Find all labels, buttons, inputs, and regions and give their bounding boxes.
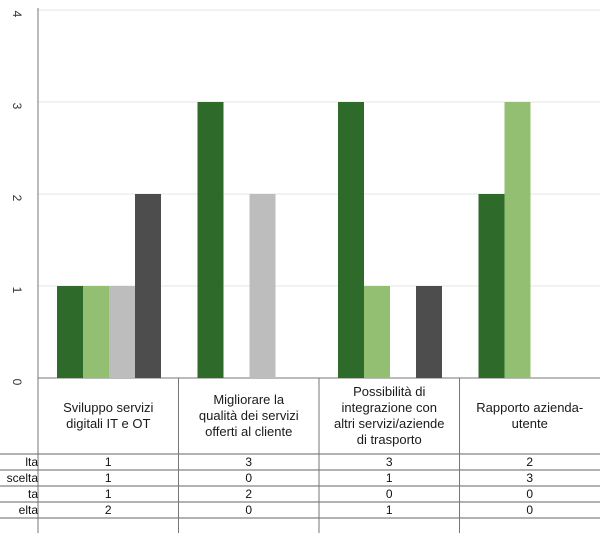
bar — [83, 286, 109, 378]
table-cell: 0 — [526, 487, 534, 501]
y-tick-label: 4 — [10, 11, 24, 18]
table-cell: 3 — [385, 455, 393, 469]
bar — [109, 286, 135, 378]
table-cell: 3 — [526, 471, 534, 485]
bar — [416, 286, 442, 378]
table-row-label: lta — [25, 455, 38, 469]
bar — [364, 286, 390, 378]
table-cell: 1 — [385, 503, 393, 517]
table-cell: 1 — [104, 455, 112, 469]
category-label: Sviluppo servizi digitali IT e OT — [63, 400, 154, 431]
y-tick-label: 2 — [10, 195, 24, 202]
category-label: Rapporto azienda-utente — [476, 400, 584, 431]
bar — [197, 102, 224, 378]
table-cell: 1 — [104, 471, 112, 485]
table-cell: 0 — [526, 503, 534, 517]
y-tick-label: 1 — [10, 287, 24, 294]
y-tick-label: 0 — [10, 379, 24, 386]
bar — [249, 194, 276, 378]
bar — [504, 102, 531, 378]
table-cell: 0 — [385, 487, 393, 501]
table-cell: 2 — [526, 455, 534, 469]
table-row-label: elta — [18, 503, 38, 517]
table-cell: 2 — [104, 503, 112, 517]
table-row-label: scelta — [6, 471, 38, 485]
category-label: Possibilità di integrazione con altri serv… — [333, 384, 445, 447]
table-cell: 0 — [245, 503, 253, 517]
category-label: Migliorare la qualità dei servizi offerti … — [198, 392, 299, 439]
table-cell: 1 — [104, 487, 112, 501]
y-tick-label: 3 — [10, 103, 24, 110]
table-cell: 2 — [245, 487, 253, 501]
bar — [135, 194, 161, 378]
bar — [57, 286, 83, 378]
table-row-label: ta — [27, 487, 38, 501]
bar — [338, 102, 364, 378]
table-cell: 3 — [245, 455, 253, 469]
table-cell: 1 — [385, 471, 393, 485]
table-cell: 0 — [245, 471, 253, 485]
bar — [478, 194, 505, 378]
